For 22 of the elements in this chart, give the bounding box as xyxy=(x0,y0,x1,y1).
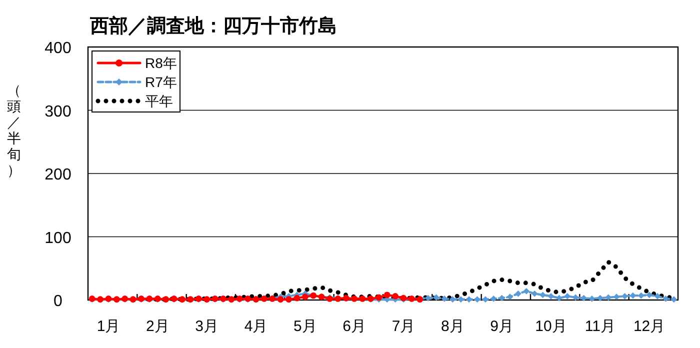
x-tick-label: 11月 xyxy=(584,318,616,335)
x-tick-label: 2月 xyxy=(146,318,170,335)
x-tick-label: 5月 xyxy=(293,318,317,335)
y-tick-label: 100 xyxy=(44,230,72,247)
y-tick-label: 0 xyxy=(54,293,63,310)
y-tick-label: 200 xyxy=(44,166,72,184)
legend-label: R7年 xyxy=(145,74,177,90)
x-tick-label: 3月 xyxy=(195,318,218,335)
legend-label: 平年 xyxy=(145,93,173,109)
x-tick-label: 12月 xyxy=(633,318,666,335)
x-tick-label: 1月 xyxy=(96,318,120,335)
legend-label: R8年 xyxy=(145,55,177,71)
y-tick-label: 300 xyxy=(44,103,72,120)
x-tick-label: 4月 xyxy=(244,318,268,335)
chart-title: 西部／調査地：四万十市竹島 xyxy=(89,15,337,37)
y-tick-label: 400 xyxy=(44,40,72,57)
y-axis-title: （頭／半旬） xyxy=(7,82,21,178)
x-tick-label: 7月 xyxy=(392,318,416,335)
x-tick-label: 8月 xyxy=(440,318,464,335)
x-tick-label: 10月 xyxy=(535,318,567,335)
x-tick-label: 6月 xyxy=(342,318,366,335)
x-tick-label: 9月 xyxy=(490,318,514,335)
